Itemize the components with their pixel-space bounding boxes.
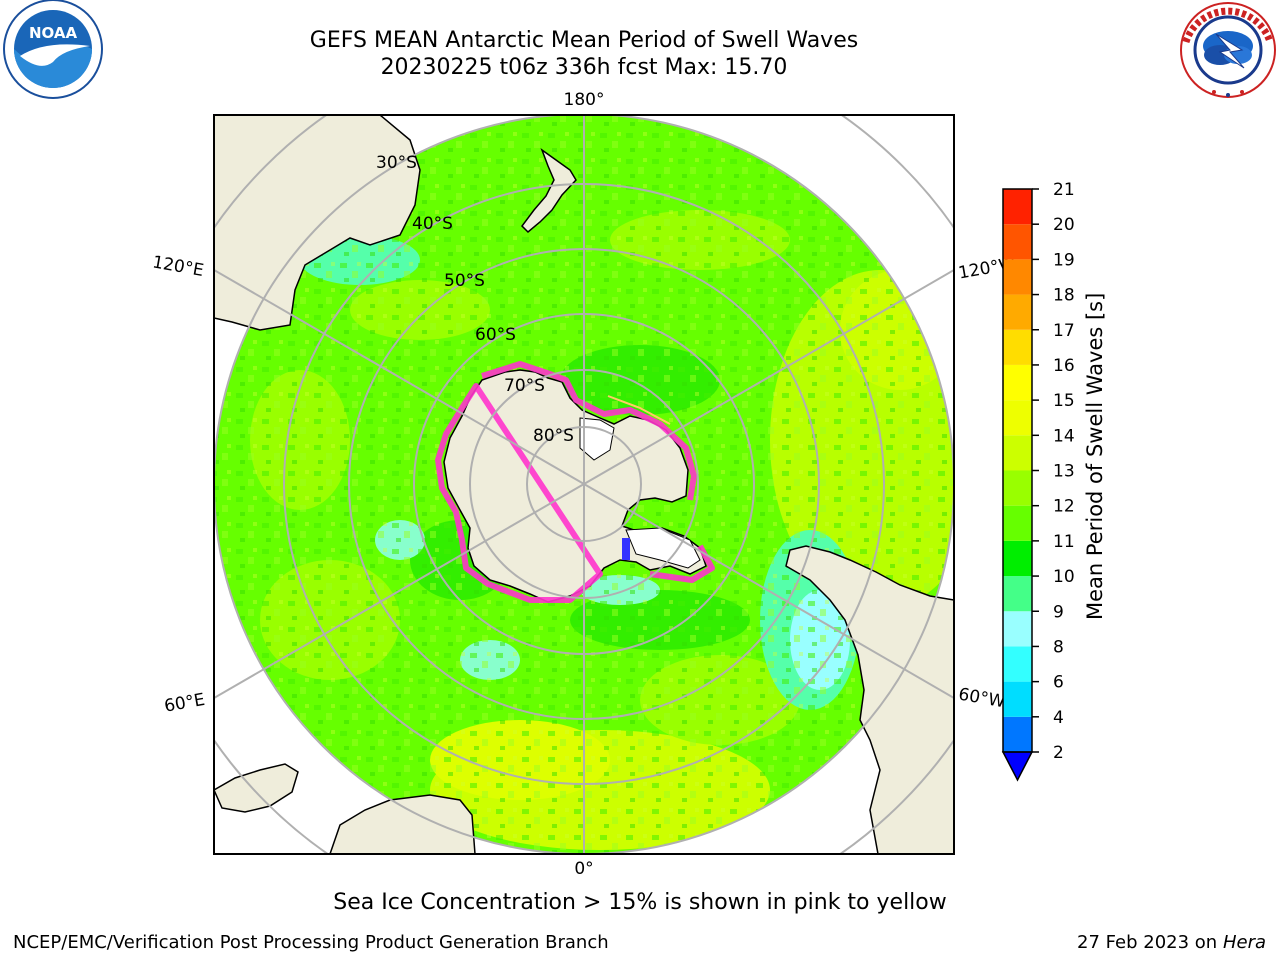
lat-label-50s: 50°S — [444, 271, 485, 291]
lat-label-70s: 70°S — [504, 376, 545, 396]
colorbar-segment — [1003, 224, 1032, 260]
colorbar-segment — [1003, 189, 1032, 225]
footer-machine: Hera — [1222, 932, 1266, 953]
ice-shelf-ross — [579, 417, 615, 461]
footer-date: 27 Feb 2023 on Hera — [1077, 932, 1266, 953]
lat-label-30s: 30°S — [376, 153, 417, 173]
colorbar-tick-label: 18 — [1053, 286, 1075, 306]
colorbar-tick-label: 21 — [1053, 180, 1075, 200]
colorbar-segment — [1003, 470, 1032, 506]
map-frame — [213, 114, 955, 855]
lat-label-60s: 60°S — [475, 325, 516, 345]
colorbar-segment — [1003, 294, 1032, 330]
colorbar-segment — [1003, 540, 1032, 577]
colorbar: 2 4 6 8 9 10 11 12 13 14 15 16 17 18 19 20 21 — [1001, 180, 1075, 782]
noaa-logo-text: NOAA — [29, 24, 78, 42]
colorbar-tick-label: 14 — [1053, 426, 1075, 446]
noaa-logo: NOAA — [3, 0, 103, 99]
sea-ice-edge — [435, 361, 715, 603]
lon-label-0: 0° — [574, 859, 593, 879]
colorbar-segment — [1003, 716, 1032, 752]
lon-label-120e: 120°E — [151, 252, 205, 281]
lat-label-80s: 80°S — [533, 426, 574, 446]
colorbar-segment — [1003, 435, 1032, 471]
colorbar-extend-arrow — [1001, 751, 1034, 782]
colorbar-tick-label: 8 — [1053, 637, 1064, 657]
chart-subtitle: 20230225 t06z 336h fcst Max: 15.70 — [380, 55, 788, 80]
colorbar-segment — [1003, 364, 1032, 401]
ice-high-concentration — [622, 538, 630, 560]
colorbar-label: Mean Period of Swell Waves [s] — [1083, 292, 1107, 620]
footer-date-text: 27 Feb 2023 on — [1077, 932, 1218, 953]
lat-label-40s: 40°S — [412, 214, 453, 234]
colorbar-tick-label: 2 — [1053, 743, 1064, 763]
colorbar-segment — [1003, 329, 1032, 365]
lon-label-60e: 60°E — [163, 690, 207, 717]
colorbar-tick-label: 16 — [1053, 356, 1075, 376]
colorbar-tick-label: 9 — [1053, 602, 1064, 622]
colorbar-tick-label: 4 — [1053, 708, 1064, 728]
new-zealand-land — [521, 147, 577, 234]
colorbar-tick-label: 10 — [1053, 567, 1075, 587]
australia-land — [214, 115, 421, 331]
footer-branch: NCEP/EMC/Verification Post Processing Pr… — [13, 932, 609, 953]
chart-title: GEFS MEAN Antarctic Mean Period of Swell… — [309, 28, 859, 53]
sea-ice-caption: Sea Ice Concentration > 15% is shown in … — [333, 890, 947, 915]
colorbar-segment — [1003, 681, 1032, 717]
colorbar-segment — [1003, 505, 1032, 541]
colorbar-tick-label: 20 — [1053, 215, 1075, 235]
colorbar-segment — [1003, 611, 1032, 647]
colorbar-segment — [1003, 259, 1032, 295]
colorbar-tick-label: 6 — [1053, 673, 1064, 693]
south-america-land — [785, 545, 954, 854]
nws-logo — [1180, 2, 1276, 98]
colorbar-segment — [1003, 646, 1032, 682]
africa-land — [329, 794, 476, 854]
madagascar-land — [214, 763, 299, 813]
graticule — [214, 115, 954, 854]
lon-label-180: 180° — [564, 90, 605, 110]
colorbar-tick-label: 17 — [1053, 321, 1075, 341]
meridian-120e — [214, 269, 585, 485]
colorbar-tick-label: 11 — [1053, 532, 1075, 552]
colorbar-tick-label: 19 — [1053, 250, 1075, 270]
map-area: 30°S 40°S 50°S 60°S 70°S 80°S — [214, 115, 954, 854]
meridian-60e — [214, 483, 585, 699]
colorbar-tick-label: 13 — [1053, 462, 1075, 482]
colorbar-tick-label: 15 — [1053, 391, 1075, 411]
colorbar-tick-label: 12 — [1053, 497, 1075, 517]
lon-label-60w: 60°W — [957, 684, 1007, 712]
sea-ice-edge-inner — [607, 395, 671, 425]
colorbar-segment — [1003, 576, 1032, 612]
meridian-60w — [583, 483, 954, 699]
meridian-120w — [583, 269, 954, 485]
colorbar-segment — [1003, 400, 1032, 436]
